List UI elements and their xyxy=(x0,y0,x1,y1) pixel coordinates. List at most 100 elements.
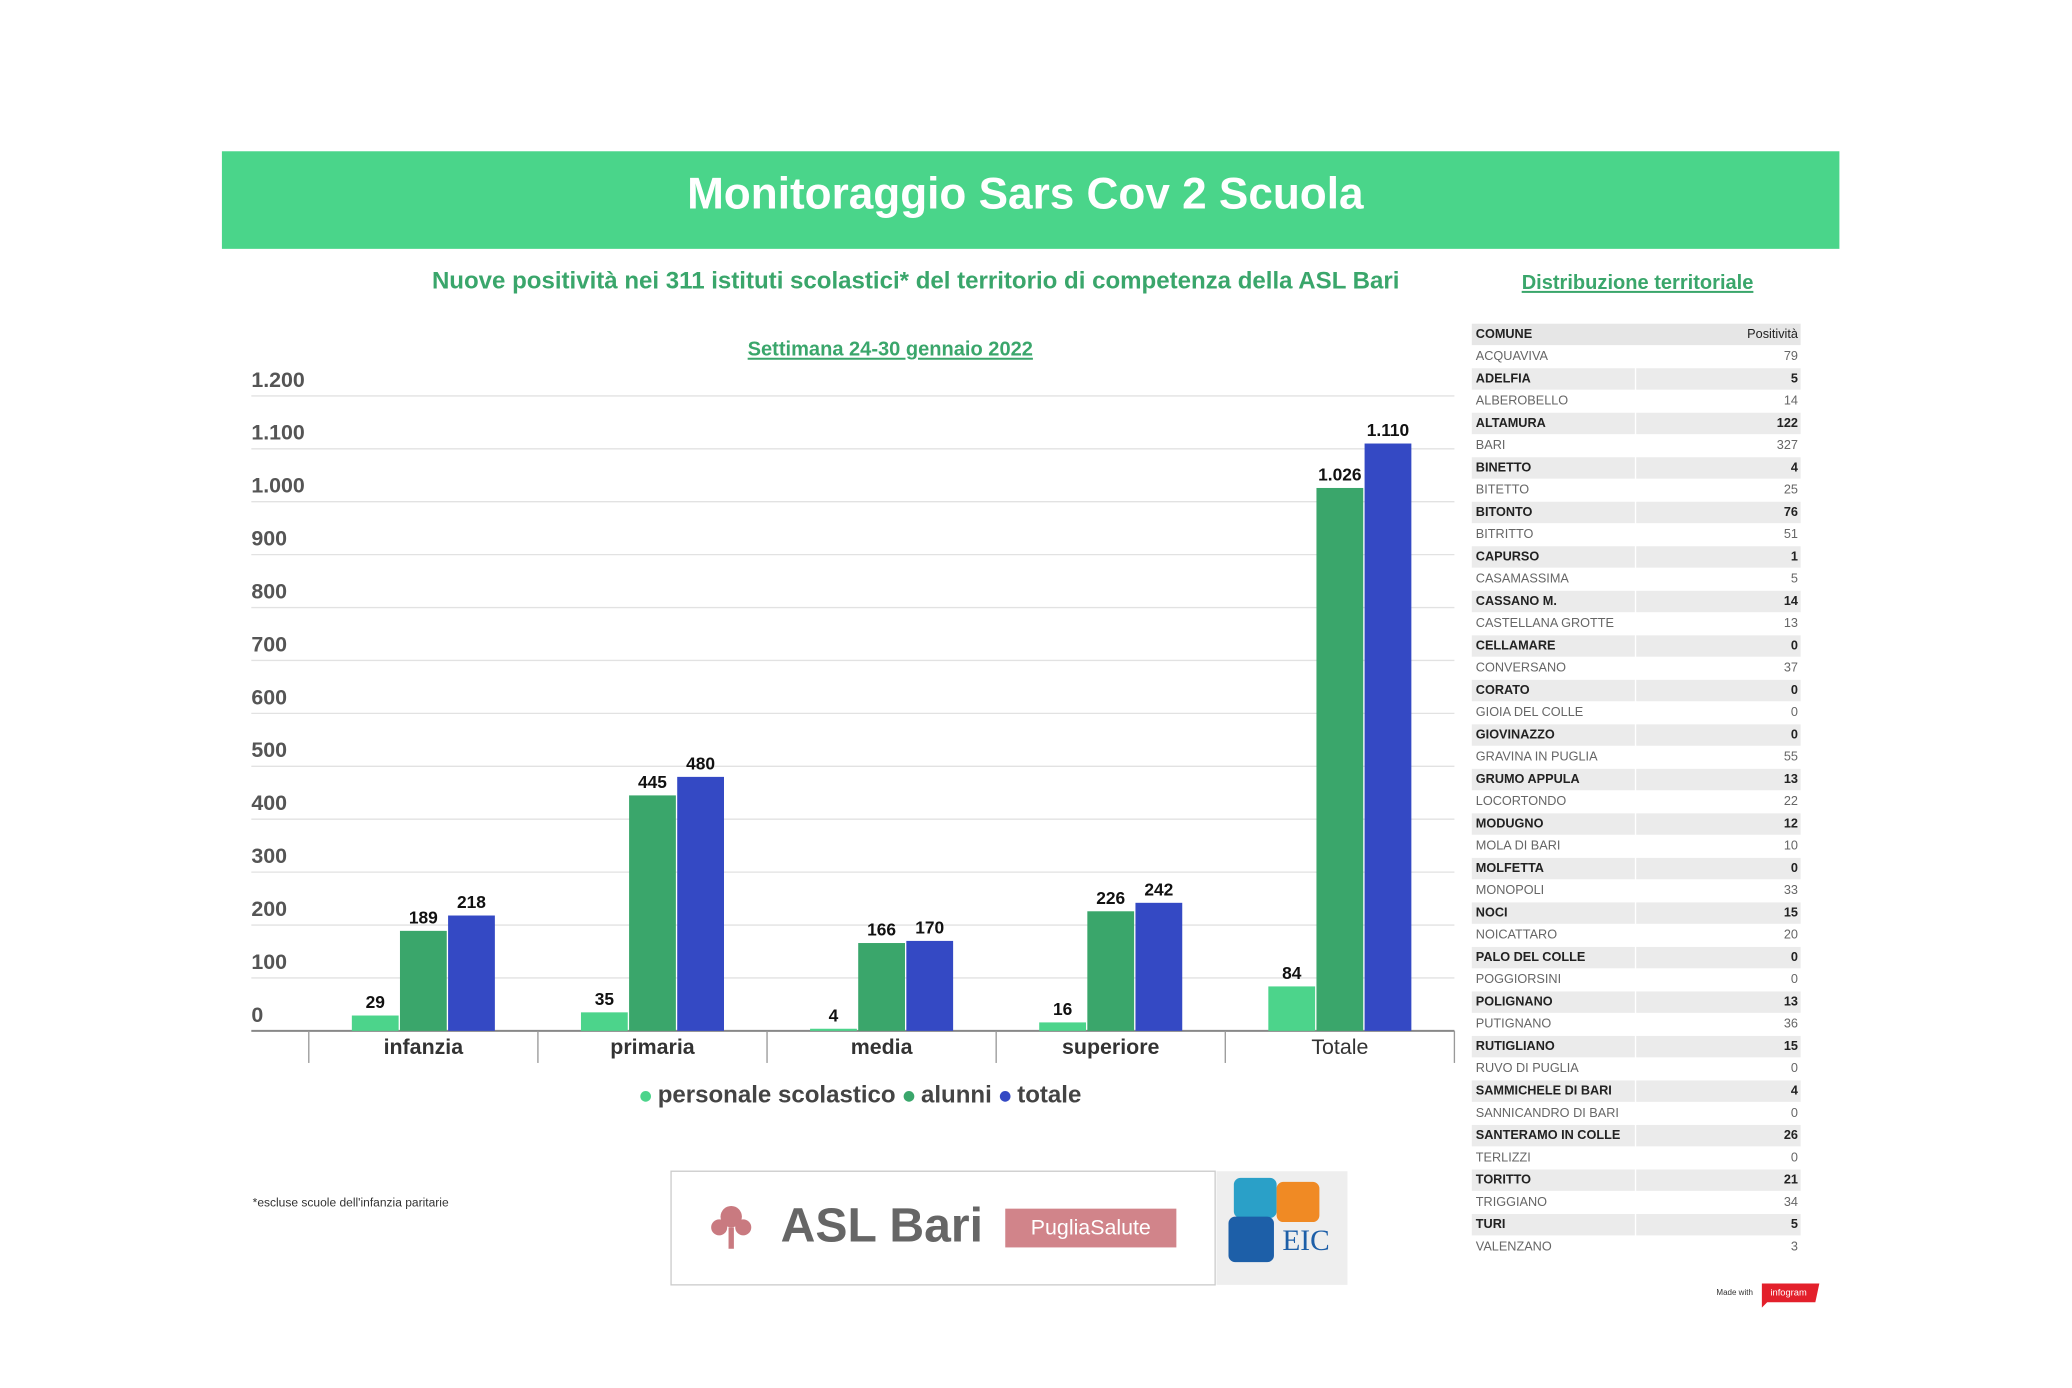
table-cell: 0 xyxy=(1791,861,1798,875)
y-tick-label: 300 xyxy=(251,844,287,868)
y-tick-label: 100 xyxy=(251,950,287,974)
value-label: 1.026 xyxy=(1318,465,1362,485)
table-cell: 4 xyxy=(1791,1084,1798,1098)
bar xyxy=(580,1012,628,1031)
table-row-bg xyxy=(1471,991,1635,1013)
value-label: 16 xyxy=(1053,999,1073,1019)
bar xyxy=(1087,911,1135,1031)
table-cell: BARI xyxy=(1476,438,1506,452)
subtitle: Nuove positività nei 311 istituti scolas… xyxy=(432,268,1399,295)
table-cell: 13 xyxy=(1784,616,1798,630)
table-cell: 25 xyxy=(1784,483,1798,497)
bar xyxy=(906,940,954,1031)
table-cell: 14 xyxy=(1784,594,1798,608)
bar xyxy=(858,943,905,1031)
table-cell: 10 xyxy=(1784,839,1798,853)
table-row-bg xyxy=(1471,813,1635,835)
legend-swatch xyxy=(999,1091,1011,1102)
table-cell: 327 xyxy=(1777,438,1798,452)
table-cell: SANTERAMO IN COLLE xyxy=(1476,1128,1621,1142)
y-tick-label: 0 xyxy=(251,1003,263,1027)
bar xyxy=(629,795,676,1031)
table-row-bg xyxy=(1636,590,1801,613)
table-header: Positività xyxy=(1747,327,1799,341)
table-cell: 79 xyxy=(1784,349,1798,363)
value-label: 35 xyxy=(595,989,615,1009)
legend-swatch xyxy=(903,1091,915,1102)
x-tick-label: Totale xyxy=(1311,1035,1368,1059)
table-row-bg xyxy=(1471,768,1635,791)
table-row-bg xyxy=(1471,457,1635,479)
table-header: COMUNE xyxy=(1476,327,1532,341)
value-label: 29 xyxy=(366,992,386,1012)
table-cell: ALBEROBELLO xyxy=(1476,394,1569,408)
table-row-bg xyxy=(1471,902,1635,924)
table-row-bg xyxy=(1636,724,1801,746)
table-cell: MODUGNO xyxy=(1476,816,1544,830)
legend-label: personale scolastico xyxy=(658,1082,896,1109)
table-cell: GRAVINA IN PUGLIA xyxy=(1476,750,1598,764)
table-row-bg xyxy=(1471,546,1635,568)
legend-label: alunni xyxy=(921,1082,992,1109)
puglia-badge xyxy=(1005,1208,1177,1248)
table-cell: ACQUAVIVA xyxy=(1476,349,1549,363)
table-row-bg xyxy=(1636,813,1801,835)
table-cell: ALTAMURA xyxy=(1476,416,1546,430)
table-cell: 0 xyxy=(1791,705,1798,719)
table-row-bg xyxy=(1636,679,1801,702)
footnote: *escluse scuole dell'infanzia paritarie xyxy=(253,1195,449,1209)
y-tick-label: 200 xyxy=(251,897,287,921)
table-row-bg xyxy=(1636,546,1801,568)
value-label: 189 xyxy=(409,907,438,927)
bar xyxy=(448,915,495,1031)
table-cell: MOLFETTA xyxy=(1476,861,1544,875)
value-label: 84 xyxy=(1282,963,1302,983)
table-cell: 37 xyxy=(1784,661,1798,675)
table-cell: BITRITTO xyxy=(1476,527,1534,541)
table-cell: CORATO xyxy=(1476,683,1530,697)
value-label: 4 xyxy=(829,1005,839,1025)
table-cell: SAMMICHELE DI BARI xyxy=(1476,1084,1612,1098)
logo-box: ASL Bari PugliaSalute EIC xyxy=(670,1170,1348,1286)
table-cell: 12 xyxy=(1784,816,1798,830)
table-cell: LOCORTONDO xyxy=(1476,794,1567,808)
x-tick-label: superiore xyxy=(1062,1035,1160,1059)
table-cell: GRUMO APPULA xyxy=(1476,772,1580,786)
table-cell: 22 xyxy=(1784,794,1798,808)
bar xyxy=(1268,986,1316,1031)
table-cell: CASTELLANA GROTTE xyxy=(1476,616,1614,630)
value-label: 1.110 xyxy=(1367,420,1409,440)
table-cell: 0 xyxy=(1791,683,1798,697)
legend-label: totale xyxy=(1017,1082,1081,1109)
table-row-bg xyxy=(1471,1080,1635,1102)
table-cell: BITETTO xyxy=(1476,483,1529,497)
y-tick-label: 900 xyxy=(251,527,287,551)
bar xyxy=(677,776,724,1031)
table-row-bg xyxy=(1636,1169,1801,1191)
table-cell: POGGIORSINI xyxy=(1476,972,1561,986)
eic-tile xyxy=(1228,1216,1274,1263)
table-row-bg xyxy=(1471,635,1635,657)
table-cell: 15 xyxy=(1784,1039,1798,1053)
table-cell: 34 xyxy=(1784,1195,1798,1209)
table-cell: CELLAMARE xyxy=(1476,638,1556,652)
table-cell: 20 xyxy=(1784,928,1798,942)
eic-tile xyxy=(1233,1177,1277,1219)
x-tick-label: infanzia xyxy=(384,1035,465,1059)
table-row-bg xyxy=(1636,501,1801,524)
puglia-logo: PugliaSalute xyxy=(1031,1215,1151,1239)
table-row-bg xyxy=(1636,635,1801,657)
table-row-bg xyxy=(1636,368,1801,390)
table-cell: 0 xyxy=(1791,950,1798,964)
table-row-bg xyxy=(1471,412,1635,435)
table-cell: 5 xyxy=(1791,1217,1798,1231)
table-row-bg xyxy=(1471,857,1635,880)
table-cell: VALENZANO xyxy=(1476,1239,1552,1253)
table-cell: 1 xyxy=(1791,549,1798,563)
table-cell: RUTIGLIANO xyxy=(1476,1039,1555,1053)
table-cell: NOICATTARO xyxy=(1476,928,1557,942)
y-tick-label: 1.200 xyxy=(251,368,305,392)
value-label: 445 xyxy=(638,772,667,792)
table-row-bg xyxy=(1636,991,1801,1013)
table-title: Distribuzione territoriale xyxy=(1522,272,1754,294)
